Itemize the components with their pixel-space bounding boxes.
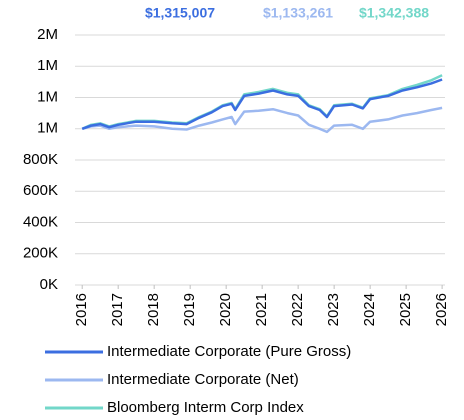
series-line <box>81 106 443 134</box>
y-tick-label: 0K <box>40 276 58 293</box>
end-value-label: $1,315,007 <box>145 5 215 21</box>
end-value-label: $1,342,388 <box>359 5 429 21</box>
y-tick-label: 200K <box>23 245 58 262</box>
y-tick-label: 2M <box>37 26 58 43</box>
legend-label: Intermediate Corporate (Pure Gross) <box>107 343 351 360</box>
y-tick-label: 1M <box>37 120 58 137</box>
x-tick-label: 2026 <box>433 293 450 326</box>
y-tick-label: 600K <box>23 182 58 199</box>
x-tick-label: 2023 <box>325 293 342 326</box>
x-tick-label: 2018 <box>145 293 162 326</box>
x-tick-label: 2022 <box>289 293 306 326</box>
legend-label: Intermediate Corporate (Net) <box>107 371 299 388</box>
legend-label: Bloomberg Interm Corp Index <box>107 399 304 416</box>
y-tick-label: 1M <box>37 57 58 74</box>
y-tick-label: 400K <box>23 213 58 230</box>
x-tick-label: 2017 <box>109 293 126 326</box>
x-tick-label: 2019 <box>181 293 198 326</box>
y-tick-label: 800K <box>23 151 58 168</box>
end-value-label: $1,133,261 <box>263 5 333 21</box>
x-tick-label: 2024 <box>361 293 378 326</box>
y-tick-label: 1M <box>37 88 58 105</box>
x-tick-label: 2020 <box>217 293 234 326</box>
series-line <box>81 78 443 130</box>
x-tick-label: 2025 <box>397 293 414 326</box>
x-tick-label: 2016 <box>73 293 90 326</box>
x-tick-label: 2021 <box>253 293 270 326</box>
